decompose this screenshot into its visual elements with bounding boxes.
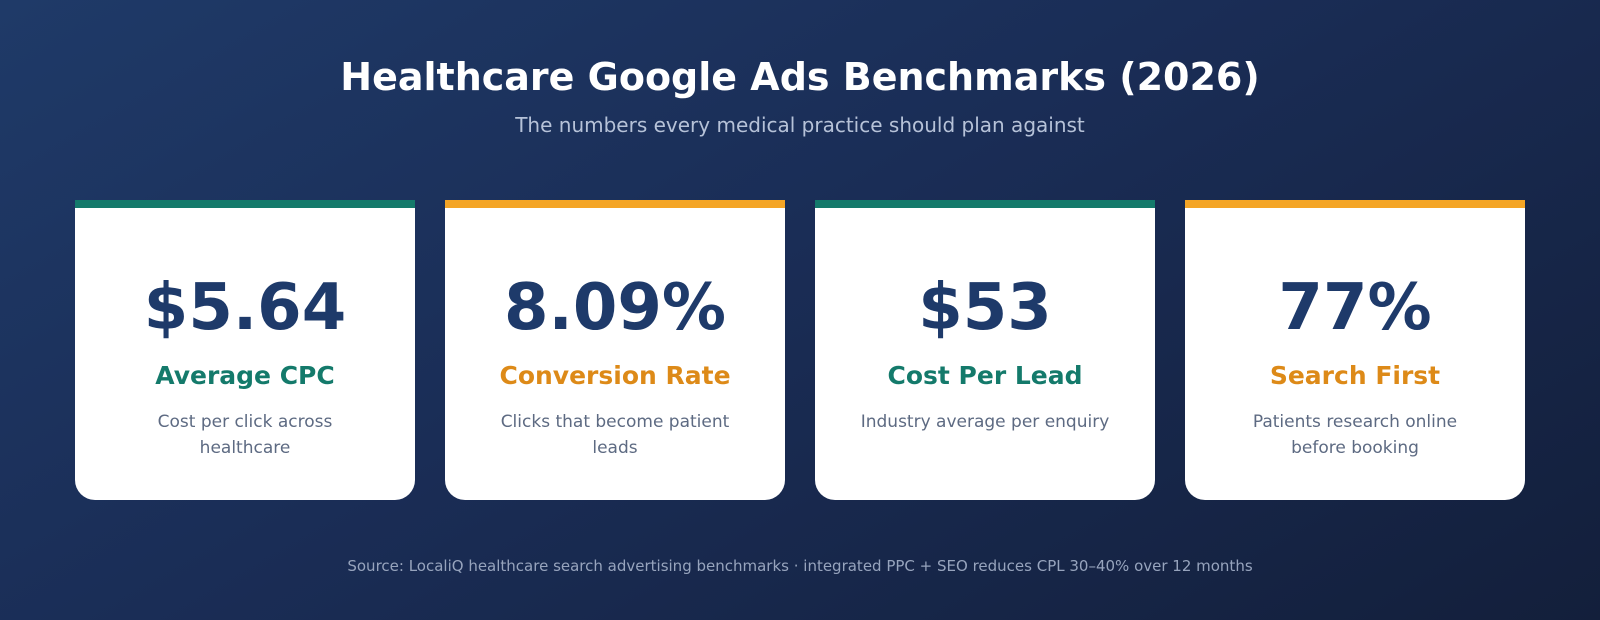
stat-card-cost-per-lead: $53 Cost Per Lead Industry average per e… — [815, 200, 1155, 500]
card-label: Cost Per Lead — [887, 361, 1083, 390]
card-label: Conversion Rate — [499, 361, 731, 390]
card-accent-bar — [815, 200, 1155, 210]
card-accent-bar — [75, 200, 415, 210]
stat-cards: $5.64 Average CPC Cost per click across … — [75, 200, 1525, 500]
page-title: Healthcare Google Ads Benchmarks (2026) — [340, 55, 1260, 99]
stat-card-average-cpc: $5.64 Average CPC Cost per click across … — [75, 200, 415, 500]
stat-card-conversion-rate: 8.09% Conversion Rate Clicks that become… — [445, 200, 785, 500]
card-label: Search First — [1269, 361, 1441, 390]
card-value: $5.64 — [143, 271, 347, 345]
card-accent-bar — [445, 200, 785, 210]
card-accent-bar — [1185, 200, 1525, 210]
card-description: Clicks that become patient leads — [500, 412, 730, 458]
card-value: 8.09% — [503, 271, 727, 345]
card-body: $53 Cost Per Lead Industry average per e… — [815, 208, 1155, 500]
stat-card-search-first: 77% Search First Patients research onlin… — [1185, 200, 1525, 500]
page-subtitle: The numbers every medical practice shoul… — [515, 113, 1085, 137]
header: Healthcare Google Ads Benchmarks (2026) … — [0, 52, 1600, 138]
card-body: 77% Search First Patients research onlin… — [1185, 208, 1525, 500]
card-label: Average CPC — [155, 361, 335, 390]
source-footnote: Source: LocaliQ healthcare search advert… — [347, 557, 1253, 575]
card-value: $53 — [918, 271, 1052, 345]
card-body: 8.09% Conversion Rate Clicks that become… — [445, 208, 785, 500]
card-description: Industry average per enquiry — [860, 412, 1110, 432]
card-description: Patients research online before booking — [1252, 412, 1458, 458]
card-description: Cost per click across healthcare — [157, 412, 333, 458]
card-body: $5.64 Average CPC Cost per click across … — [75, 208, 415, 500]
card-value: 77% — [1278, 271, 1432, 345]
